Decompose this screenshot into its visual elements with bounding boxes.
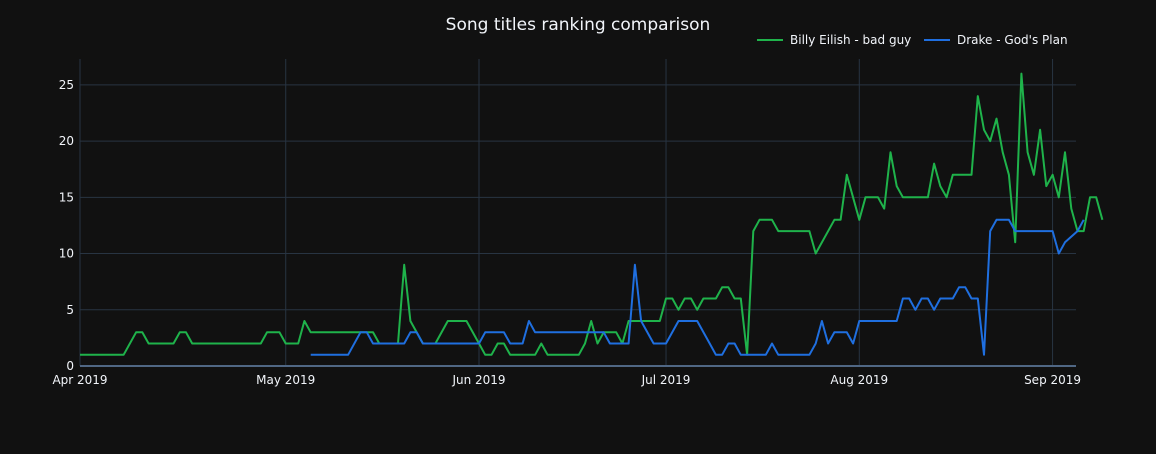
legend-item-2[interactable]: Drake - God's Plan: [924, 33, 1068, 47]
x-gridlines: [79, 59, 1054, 366]
chart-title: Song titles ranking comparison: [446, 15, 711, 35]
y-tick-label: 5: [66, 303, 74, 317]
y-tick-label: 20: [59, 134, 74, 148]
series-line-1: [80, 72, 1104, 356]
series-line-2: [310, 218, 1085, 356]
legend[interactable]: Billy Eilish - bad guy Drake - God's Plan: [757, 33, 1068, 47]
y-axis: 0 5 10 15 20 25: [59, 78, 74, 373]
legend-label: Drake - God's Plan: [957, 33, 1068, 47]
legend-label: Billy Eilish - bad guy: [790, 33, 911, 47]
y-gridlines: [80, 84, 1076, 311]
y-tick-label: 0: [66, 359, 74, 373]
legend-item-1[interactable]: Billy Eilish - bad guy: [757, 33, 911, 47]
y-tick-label: 10: [59, 247, 74, 261]
x-tick-label: Aug 2019: [830, 373, 888, 387]
series-layer: [80, 72, 1104, 356]
x-tick-label: Jul 2019: [641, 373, 691, 387]
y-tick-label: 15: [59, 190, 74, 204]
x-tick-label: Sep 2019: [1024, 373, 1081, 387]
x-tick-label: Jun 2019: [451, 373, 505, 387]
y-tick-label: 25: [59, 78, 74, 92]
x-axis: Apr 2019 May 2019 Jun 2019 Jul 2019 Aug 2019…: [52, 365, 1081, 387]
x-tick-label: May 2019: [256, 373, 315, 387]
x-tick-label: Apr 2019: [52, 373, 107, 387]
